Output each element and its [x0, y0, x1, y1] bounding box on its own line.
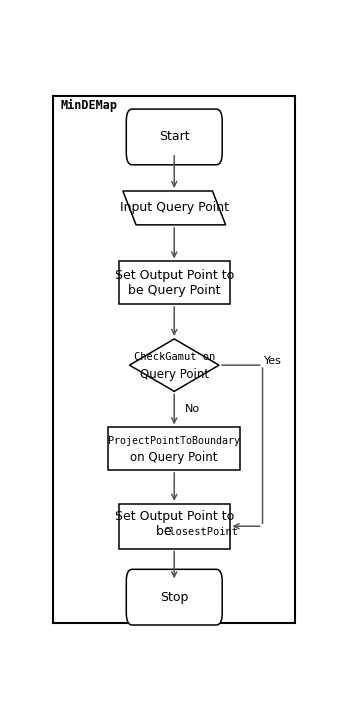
Text: Query Point: Query Point: [140, 368, 209, 381]
Bar: [119, 504, 230, 549]
Text: Yes: Yes: [264, 356, 282, 366]
Text: be: be: [156, 525, 175, 538]
Bar: [108, 428, 240, 470]
Polygon shape: [123, 191, 226, 225]
Text: ClosestPoint: ClosestPoint: [163, 527, 238, 537]
Polygon shape: [130, 339, 219, 391]
Text: No: No: [185, 404, 200, 414]
FancyBboxPatch shape: [126, 109, 222, 164]
Text: CheckGamut on: CheckGamut on: [134, 352, 215, 362]
Text: Set Output Point to: Set Output Point to: [115, 510, 234, 523]
Bar: [119, 262, 230, 304]
Text: on Query Point: on Query Point: [131, 451, 218, 464]
Text: ProjectPointToBoundary: ProjectPointToBoundary: [108, 436, 240, 446]
Text: Start: Start: [159, 130, 190, 143]
Text: Stop: Stop: [160, 591, 188, 603]
FancyBboxPatch shape: [126, 569, 222, 625]
Text: Input Query Point: Input Query Point: [120, 201, 229, 214]
Text: MinDEMap: MinDEMap: [61, 99, 118, 112]
Text: Set Output Point to
be Query Point: Set Output Point to be Query Point: [115, 269, 234, 296]
